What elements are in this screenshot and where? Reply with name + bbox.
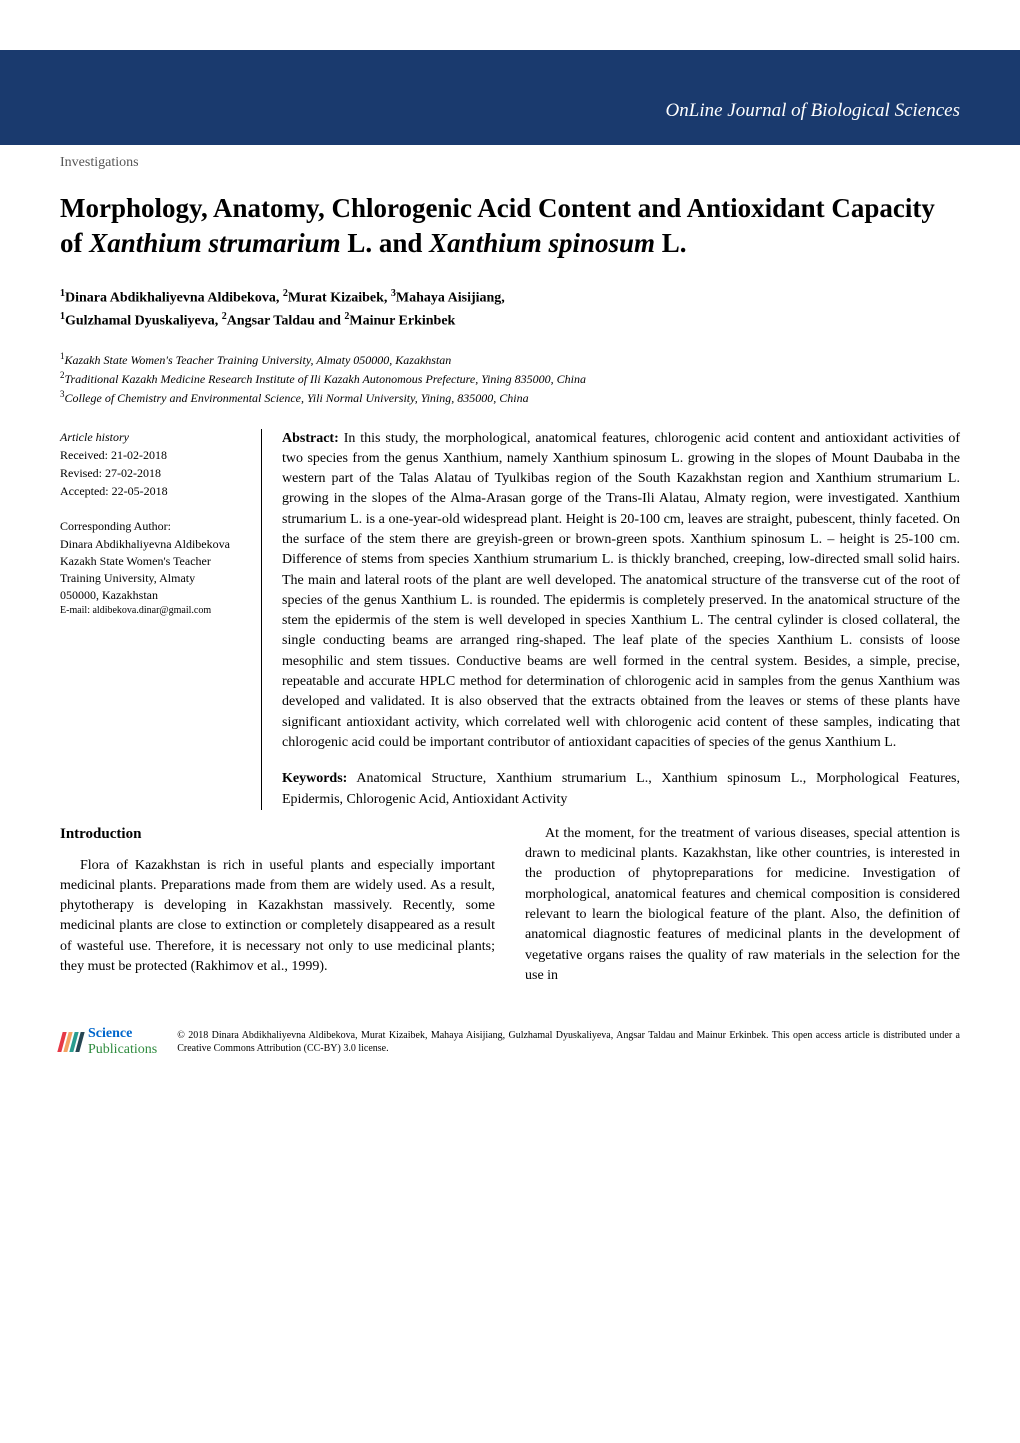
abstract-column: Abstract: In this study, the morphologic… <box>282 429 960 810</box>
author-name: Dinara Abdikhaliyevna Aldibekova, <box>65 291 283 306</box>
author-name: Mahaya Aisijiang, <box>396 291 505 306</box>
author-name: Mainur Erkinbek <box>349 314 455 329</box>
title-italic2: Xanthium spinosum <box>429 228 655 258</box>
author-name: Gulzhamal Dyuskaliyeva, <box>65 314 222 329</box>
abstract-block: Abstract: In this study, the morphologic… <box>282 429 960 754</box>
abstract-label: Abstract: <box>282 431 339 446</box>
affiliations-block: 1Kazakh State Women's Teacher Training U… <box>60 350 960 407</box>
journal-name: OnLine Journal of Biological Sciences <box>666 100 960 122</box>
author-name: Angsar Taldau and <box>227 314 345 329</box>
title-italic1: Xanthium strumarium <box>89 228 340 258</box>
corresponding-affiliation: Kazakh State Women's Teacher Training Un… <box>60 553 235 603</box>
logo-stripes-icon <box>57 1032 84 1052</box>
accepted-date: Accepted: 22-05-2018 <box>60 483 235 500</box>
title-part3: L. <box>655 228 687 258</box>
corresponding-name: Dinara Abdikhaliyevna Aldibekova <box>60 536 235 553</box>
logo-science-text: Science <box>88 1026 157 1041</box>
intro-right-column: At the moment, for the treatment of vari… <box>525 810 960 986</box>
introduction-heading: Introduction <box>60 824 495 846</box>
revised-date: Revised: 27-02-2018 <box>60 465 235 482</box>
page-footer: Science Publications © 2018 Dinara Abdik… <box>60 1016 960 1057</box>
history-label: Article history <box>60 429 235 446</box>
logo-text: Science Publications <box>88 1026 157 1057</box>
keywords-label: Keywords: <box>282 771 347 786</box>
publisher-logo: Science Publications <box>60 1026 157 1057</box>
vertical-divider <box>261 429 262 810</box>
affil-text: Kazakh State Women's Teacher Training Un… <box>65 353 452 367</box>
affiliation-line: 2Traditional Kazakh Medicine Research In… <box>60 369 960 388</box>
authors-line1: 1Dinara Abdikhaliyevna Aldibekova, 2Mura… <box>60 286 960 309</box>
authors-block: 1Dinara Abdikhaliyevna Aldibekova, 2Mura… <box>60 286 960 331</box>
affiliation-line: 1Kazakh State Women's Teacher Training U… <box>60 350 960 369</box>
intro-left-column: Introduction Flora of Kazakhstan is rich… <box>60 810 495 986</box>
keywords-text: Anatomical Structure, Xanthium strumariu… <box>282 771 960 806</box>
copyright-text: © 2018 Dinara Abdikhaliyevna Aldibekova,… <box>177 1029 960 1055</box>
corresponding-author: Corresponding Author: Dinara Abdikhaliye… <box>60 518 235 618</box>
affil-text: Traditional Kazakh Medicine Research Ins… <box>65 372 587 386</box>
affiliation-line: 3College of Chemistry and Environmental … <box>60 388 960 407</box>
article-title: Morphology, Anatomy, Chlorogenic Acid Co… <box>60 191 960 261</box>
keywords-block: Keywords: Anatomical Structure, Xanthium… <box>282 769 960 810</box>
logo-publications-text: Publications <box>88 1042 157 1057</box>
authors-line2: 1Gulzhamal Dyuskaliyeva, 2Angsar Taldau … <box>60 309 960 332</box>
affil-text: College of Chemistry and Environmental S… <box>65 391 529 405</box>
corresponding-label: Corresponding Author: <box>60 518 235 535</box>
journal-banner: OnLine Journal of Biological Sciences <box>0 50 1020 145</box>
author-name: Murat Kizaibek, <box>288 291 391 306</box>
received-date: Received: 21-02-2018 <box>60 447 235 464</box>
title-part2: L. and <box>341 228 430 258</box>
introduction-section: Introduction Flora of Kazakhstan is rich… <box>60 810 960 986</box>
intro-paragraph-2: At the moment, for the treatment of vari… <box>525 824 960 986</box>
article-category: Investigations <box>60 155 960 171</box>
corresponding-email: E-mail: aldibekova.dinar@gmail.com <box>60 604 235 618</box>
sidebar-column: Article history Received: 21-02-2018 Rev… <box>60 429 235 810</box>
intro-paragraph-1: Flora of Kazakhstan is rich in useful pl… <box>60 856 495 978</box>
abstract-section: Article history Received: 21-02-2018 Rev… <box>60 429 960 810</box>
article-history: Article history Received: 21-02-2018 Rev… <box>60 429 235 500</box>
abstract-text: In this study, the morphological, anatom… <box>282 431 960 750</box>
